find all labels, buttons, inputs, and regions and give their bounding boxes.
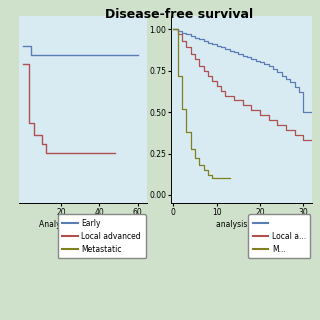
X-axis label: Analysis time (Months): Analysis time (Months) (39, 220, 127, 229)
Text: Disease-free survival: Disease-free survival (105, 8, 253, 21)
Legend: Early, Local advanced, Metastatic: Early, Local advanced, Metastatic (58, 214, 146, 258)
Legend: , Local a..., M...: , Local a..., M... (248, 214, 310, 258)
X-axis label: analysis time: analysis time (216, 220, 267, 229)
